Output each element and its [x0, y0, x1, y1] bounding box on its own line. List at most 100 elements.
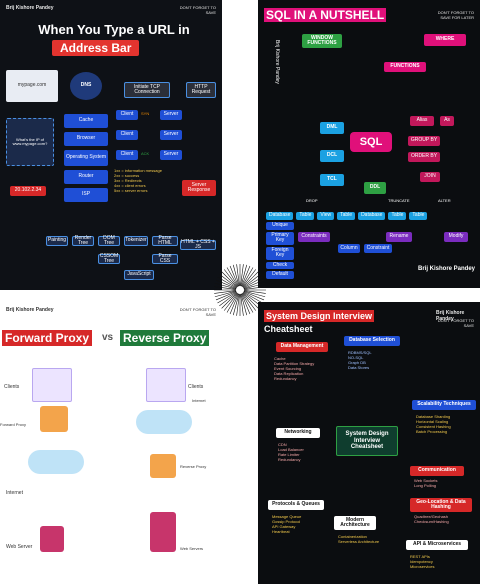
scal-item: Consistent Hashing: [416, 424, 451, 429]
center-burst-decoration: [214, 264, 266, 316]
tokenizer-box: Tokenizer: [124, 236, 148, 246]
status-note: 5xx = server errors: [114, 188, 148, 193]
author-vertical: Brij Kishore Pandey: [274, 40, 280, 84]
column-item: Column: [338, 244, 360, 253]
status-note: 3xx = Redirects: [114, 178, 142, 183]
networking-node: Networking: [276, 428, 320, 438]
burst-ray: [221, 271, 238, 288]
foreign-key-item: Foreign Key: [266, 246, 294, 260]
modern-architecture-node: Modern Architecture: [334, 516, 376, 530]
http-request-box: HTTP Request: [186, 82, 216, 98]
ddl-object: View: [317, 212, 335, 220]
burst-ray: [240, 293, 244, 316]
api-microservices-node: API & Microservices: [406, 540, 468, 550]
burst-ray: [243, 286, 266, 290]
burst-ray: [243, 291, 263, 304]
cheatsheet-title-line1: System Design Interview: [264, 310, 375, 322]
burst-ray: [241, 265, 251, 287]
burst-ray: [242, 292, 257, 311]
burst-ray: [215, 279, 237, 289]
scal-item: Batch Processing: [416, 429, 448, 434]
ddl-object-row: Database Table View Table Database Table…: [266, 212, 476, 220]
geo-hashing-node: Geo-Location & Data Hashing: [410, 498, 472, 512]
burst-ray: [232, 293, 240, 316]
proxy-comparison-infographic: Brij Kishore Pandey DON'T FORGET TO SAVE…: [0, 302, 222, 584]
parse-css-box: Parse CSS: [152, 253, 178, 264]
modern-item: Containerization: [338, 534, 367, 539]
web-server-icon: [40, 526, 64, 552]
internet-cloud-right: [136, 410, 192, 434]
router-box: Router: [64, 170, 108, 184]
syn-label: SYN: [141, 111, 150, 116]
burst-ray: [236, 264, 240, 287]
scalability-node: Scalability Techniques: [412, 400, 476, 410]
render-tree-box: Render Tree: [72, 235, 94, 246]
internet-label-left: Internet: [6, 490, 23, 496]
ddl-object: Table: [296, 212, 315, 220]
ack-label: ACK: [141, 151, 150, 156]
clients-illustration-left: [32, 368, 72, 402]
client-box-2: Client: [116, 130, 138, 140]
burst-ray: [215, 291, 237, 301]
burst-ray: [240, 264, 244, 287]
burst-ray: [241, 293, 251, 315]
comm-item: Long Polling: [414, 483, 437, 488]
unique-item: Unique: [266, 222, 294, 230]
author-name: Brij Kishore Pandey: [6, 5, 54, 11]
url-address-bar-infographic: Brij Kishore Pandey DON'T FORGET TO SAVE…: [0, 0, 222, 290]
database-selection-node: Database Selection: [344, 336, 400, 346]
burst-ray: [242, 292, 261, 307]
api-item: Idempotency: [410, 559, 433, 564]
proto-item: Message Queue: [272, 514, 302, 519]
dm-item: Event Sourcing: [274, 366, 302, 371]
burst-ray: [242, 273, 261, 288]
burst-ray: [214, 286, 237, 290]
primary-key-item: Primary Key: [266, 231, 294, 245]
burst-ray: [223, 269, 238, 288]
ip-question: What's the IP of www.mypage.com?: [6, 118, 54, 166]
proto-item: Heartbeat: [272, 529, 290, 534]
modern-list: Containerization Serverless Architecture: [338, 534, 394, 544]
constraint-item: Constraint: [364, 244, 392, 253]
web-server-label: Web Server: [6, 544, 33, 550]
networking-list: CDN Load Balancer Rate Limiter Redundanc…: [278, 442, 328, 462]
server-box-1: Server: [160, 110, 182, 120]
api-list: REST APIs Idempotency Microservices: [410, 554, 470, 569]
dm-item: Redundancy: [274, 376, 297, 381]
burst-ray: [241, 293, 254, 313]
burst-ray: [241, 267, 254, 287]
proto-item: Gossip Protocol: [272, 519, 301, 524]
save-note: DON'T FORGET TO SAVE FOR LATER: [437, 10, 474, 20]
api-item: Microservices: [410, 564, 435, 569]
burst-ray: [232, 264, 240, 287]
db-item: Graph DB: [348, 360, 366, 365]
modify-node: Modify: [444, 232, 468, 242]
dm-item: Data Replication: [274, 371, 304, 376]
burst-ray: [217, 276, 237, 289]
ddl-object: Table: [388, 212, 407, 220]
ddl-object: Table: [337, 212, 356, 220]
db-item: NO-SQL: [348, 355, 364, 360]
vs-text: vs: [102, 332, 114, 343]
reverse-proxy-label: Reverse Proxy: [180, 464, 207, 469]
data-management-list: Cache Data Partition Strategy Event Sour…: [274, 356, 332, 381]
isp-box: ISP: [64, 188, 108, 202]
reverse-proxy-server-icon: [150, 454, 176, 478]
rename-node: Rename: [386, 232, 412, 242]
protocols-node: Protocols & Queues: [268, 500, 324, 510]
sql-title: SQL IN A NUTSHELL: [264, 8, 387, 22]
join-node: JOIN: [420, 172, 440, 182]
status-code-notes: 1xx = information message 2xx = success …: [114, 168, 174, 193]
window-functions-node: WINDOW FUNCTIONS: [302, 34, 342, 48]
ddl-node: DDL: [364, 182, 386, 194]
burst-ray: [217, 291, 237, 304]
burst-ray: [214, 282, 237, 290]
default-item: Default: [266, 271, 294, 279]
data-management-node: Data Management: [276, 342, 328, 352]
functions-node: FUNCTIONS: [384, 62, 426, 72]
order-by-node: ORDER BY: [408, 152, 440, 162]
proto-item: API Gateway: [272, 524, 296, 529]
forward-proxy-label: Forward Proxy: [0, 422, 27, 427]
burst-ray: [223, 292, 238, 311]
alter-label: ALTER: [438, 198, 451, 203]
